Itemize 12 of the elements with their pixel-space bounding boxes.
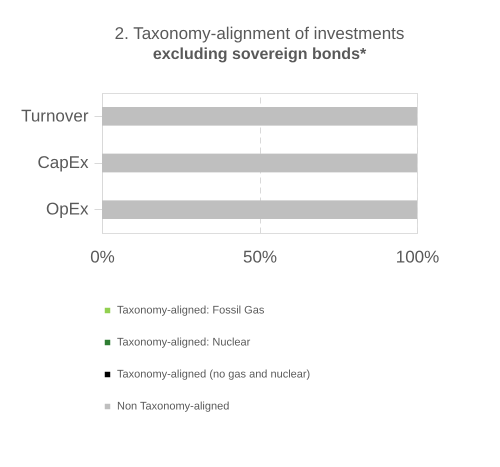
legend-label: Taxonomy-aligned: Nuclear <box>117 336 251 348</box>
legend-label: Taxonomy-aligned (no gas and nuclear) <box>117 368 310 380</box>
chart-title: 2. Taxonomy-alignment of investments <box>114 24 404 43</box>
x-tick-label: 100% <box>396 248 440 266</box>
y-tick-label: OpEx <box>46 200 89 219</box>
x-tick-label: 50% <box>242 248 278 266</box>
chart-subtitle: excluding sovereign bonds* <box>152 46 367 63</box>
legend-label: Taxonomy-aligned: Fossil Gas <box>117 304 265 316</box>
y-tick-label: CapEx <box>37 153 89 172</box>
y-tick-label: Turnover <box>21 106 89 126</box>
x-tick-label: 0% <box>90 248 115 266</box>
legend-label: Non Taxonomy-aligned <box>117 400 230 412</box>
